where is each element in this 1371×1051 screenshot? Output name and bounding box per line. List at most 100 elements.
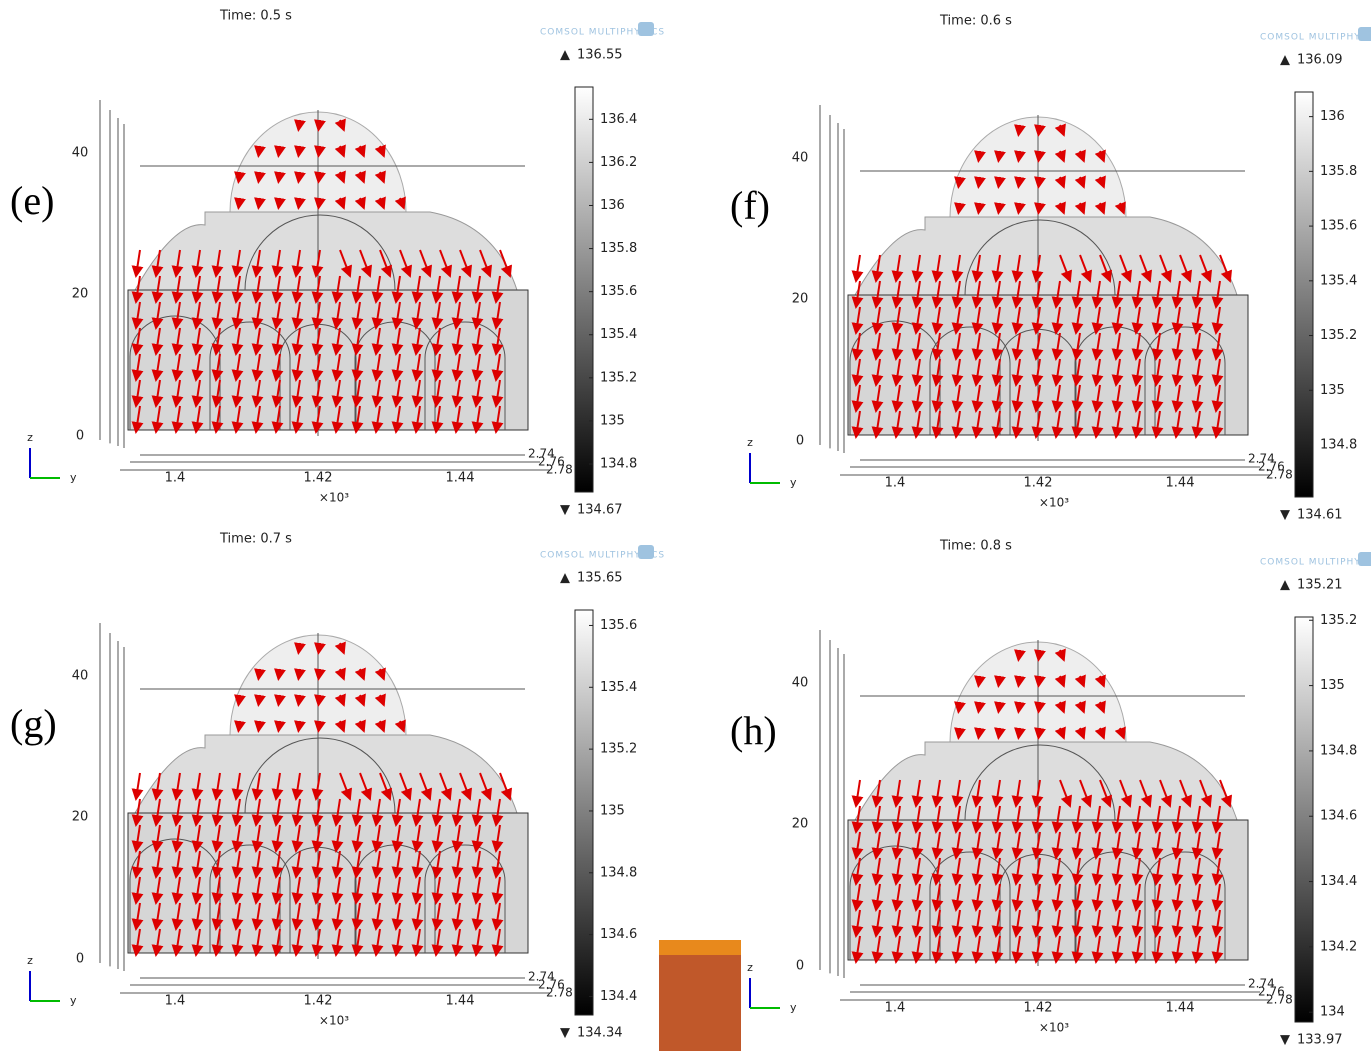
flow-arrow bbox=[1151, 857, 1164, 886]
flow-arrow bbox=[294, 668, 306, 681]
colorbar bbox=[574, 609, 594, 1016]
flow-arrow bbox=[1094, 201, 1106, 215]
flow-arrow bbox=[1151, 280, 1164, 309]
x-tick-label: 2.74 bbox=[528, 970, 555, 984]
flow-arrow bbox=[851, 831, 864, 860]
flow-arrow bbox=[351, 405, 364, 434]
flow-arrow bbox=[191, 824, 204, 853]
flow-arrow bbox=[1074, 149, 1086, 163]
flow-arrow bbox=[234, 720, 246, 733]
flow-arrow bbox=[1151, 831, 1164, 860]
flow-arrow bbox=[1014, 124, 1026, 137]
z-tick-label: 0 bbox=[796, 959, 804, 974]
flow-arrow bbox=[151, 405, 164, 434]
flow-arrow bbox=[131, 405, 144, 434]
flow-arrow bbox=[1071, 857, 1084, 886]
flow-arrow bbox=[151, 327, 164, 356]
flow-arrow bbox=[291, 772, 304, 801]
logo bbox=[638, 545, 654, 559]
flow-arrow bbox=[931, 332, 944, 361]
flow-arrow bbox=[991, 909, 1004, 938]
flow-arrow bbox=[271, 876, 284, 905]
flow-arrow bbox=[191, 249, 204, 278]
flow-arrow bbox=[251, 902, 264, 931]
flow-arrow bbox=[431, 301, 444, 330]
flow-arrow bbox=[211, 405, 224, 434]
flow-arrow bbox=[491, 327, 504, 356]
flow-arrow bbox=[471, 824, 484, 853]
flow-arrow bbox=[1011, 280, 1024, 309]
flow-arrow bbox=[491, 301, 504, 330]
max-value: 135.21 bbox=[1297, 578, 1343, 593]
x-tick-label: 2.78 bbox=[546, 986, 573, 1000]
flow-arrow bbox=[971, 857, 984, 886]
colorbar-tick-label: 135.4 bbox=[1320, 273, 1357, 288]
colorbar-tick-label: 135.6 bbox=[1320, 219, 1357, 234]
flow-arrow bbox=[191, 772, 204, 801]
flow-arrow bbox=[871, 280, 884, 309]
z-tick-label: 0 bbox=[796, 434, 804, 449]
flow-arrow bbox=[1151, 358, 1164, 387]
flow-arrow bbox=[911, 779, 924, 808]
flow-arrow bbox=[331, 405, 344, 434]
flow-arrow bbox=[451, 928, 464, 957]
flow-arrow bbox=[974, 727, 986, 740]
flow-arrow bbox=[891, 306, 904, 335]
colorbar-tick-label: 134.2 bbox=[1320, 939, 1357, 954]
flow-arrow bbox=[234, 171, 246, 184]
flow-arrow bbox=[991, 779, 1004, 808]
flow-arrow bbox=[1091, 280, 1104, 309]
flow-arrow bbox=[1111, 831, 1124, 860]
min-value: 133.97 bbox=[1297, 1033, 1343, 1048]
flow-arrow bbox=[191, 850, 204, 879]
flow-arrow bbox=[994, 176, 1006, 189]
flow-arrow bbox=[951, 779, 964, 808]
flow-arrow bbox=[271, 275, 284, 304]
colorbar bbox=[574, 86, 594, 493]
x-tick-label: 2.78 bbox=[1266, 468, 1293, 482]
flow-arrow bbox=[1051, 306, 1064, 335]
flow-arrow bbox=[374, 719, 386, 733]
flow-arrow bbox=[1131, 831, 1144, 860]
flow-arrow bbox=[1111, 857, 1124, 886]
flow-arrow bbox=[1091, 384, 1104, 413]
flow-arrow bbox=[331, 353, 344, 382]
flow-arrow bbox=[431, 928, 444, 957]
flow-arrow bbox=[411, 353, 424, 382]
y-tick-label: 1.42 bbox=[1024, 476, 1053, 491]
flow-arrow bbox=[1131, 306, 1144, 335]
triad-y-label: y bbox=[790, 1001, 797, 1014]
flow-arrow bbox=[411, 902, 424, 931]
flow-arrow bbox=[211, 327, 224, 356]
y-tick-label: 1.4 bbox=[165, 994, 186, 1009]
flow-arrow bbox=[1199, 779, 1213, 808]
triad-y-label: y bbox=[70, 471, 77, 484]
flow-arrow bbox=[431, 824, 444, 853]
flow-arrow bbox=[1034, 701, 1046, 714]
flow-arrow bbox=[311, 275, 324, 304]
flow-arrow bbox=[371, 379, 384, 408]
flow-arrow bbox=[1071, 410, 1084, 439]
flow-arrow bbox=[491, 353, 504, 382]
flow-arrow bbox=[991, 332, 1004, 361]
flow-arrow bbox=[1191, 306, 1204, 335]
flow-arrow bbox=[1151, 935, 1164, 964]
flow-arrow bbox=[1211, 306, 1224, 335]
flow-arrow bbox=[851, 254, 864, 283]
flow-arrow bbox=[1094, 700, 1106, 714]
flow-arrow bbox=[1031, 883, 1044, 912]
flow-arrow bbox=[171, 301, 184, 330]
flow-arrow bbox=[1171, 332, 1184, 361]
flow-arrow bbox=[1171, 935, 1184, 964]
flow-arrow bbox=[931, 358, 944, 387]
flow-arrow bbox=[994, 150, 1006, 163]
flow-arrow bbox=[1031, 306, 1044, 335]
flow-arrow bbox=[271, 850, 284, 879]
flow-arrow bbox=[891, 384, 904, 413]
panel: (g) Time: 0.7 s COMSOL MULTIPHYSICS ▲ 135.65… bbox=[10, 532, 664, 1041]
flow-arrow bbox=[411, 327, 424, 356]
flow-arrow bbox=[211, 379, 224, 408]
flow-arrow bbox=[451, 275, 464, 304]
flow-arrow bbox=[291, 928, 304, 957]
